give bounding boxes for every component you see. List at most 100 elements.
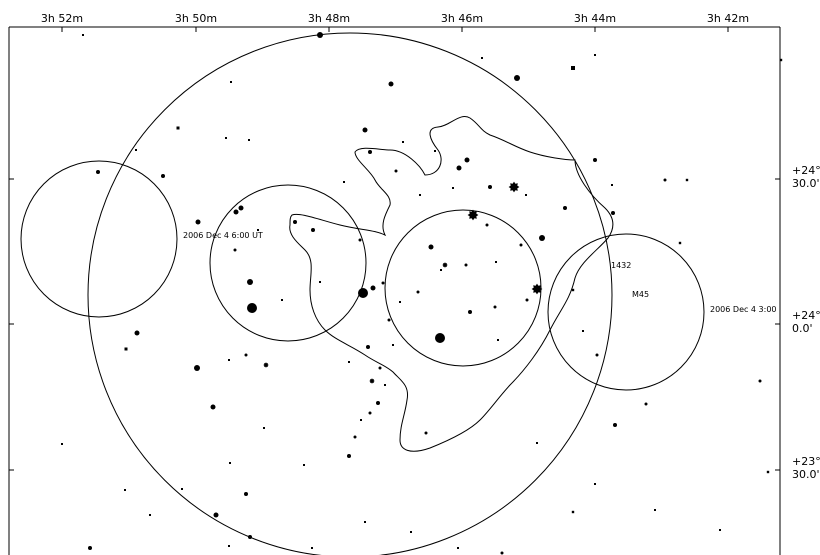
star bbox=[525, 194, 527, 196]
star bbox=[468, 210, 479, 221]
star bbox=[360, 419, 362, 421]
star bbox=[572, 289, 574, 291]
star bbox=[425, 432, 428, 435]
star bbox=[494, 306, 497, 309]
star bbox=[388, 319, 391, 322]
star bbox=[245, 354, 248, 357]
star bbox=[410, 531, 412, 533]
ra-tick-label: 3h 48m bbox=[308, 12, 350, 25]
star bbox=[679, 242, 681, 244]
star bbox=[501, 552, 504, 555]
star bbox=[369, 378, 374, 383]
star bbox=[442, 262, 447, 267]
star bbox=[369, 412, 372, 415]
star bbox=[247, 303, 257, 313]
star bbox=[234, 210, 239, 215]
star bbox=[214, 513, 219, 518]
star bbox=[239, 206, 244, 211]
star bbox=[229, 462, 231, 464]
star bbox=[149, 514, 151, 516]
ra-tick-label: 3h 52m bbox=[41, 12, 83, 25]
star bbox=[399, 301, 401, 303]
star bbox=[582, 330, 584, 332]
time-label-3ut: 2006 Dec 4 3:00 bbox=[710, 305, 777, 314]
dec-tick-label: 0.0' bbox=[792, 322, 813, 335]
star bbox=[520, 244, 523, 247]
star bbox=[571, 66, 575, 70]
star bbox=[434, 150, 436, 152]
star bbox=[457, 547, 459, 549]
ra-tick-label: 3h 46m bbox=[441, 12, 483, 25]
star bbox=[225, 137, 227, 139]
moon-circle-3ut bbox=[548, 234, 704, 390]
star bbox=[263, 362, 268, 367]
star bbox=[429, 245, 434, 250]
star bbox=[376, 401, 380, 405]
star bbox=[228, 545, 230, 547]
star bbox=[359, 239, 362, 242]
star bbox=[125, 348, 128, 351]
star bbox=[281, 299, 283, 301]
star bbox=[366, 345, 370, 349]
star-number-label: 1432 bbox=[611, 261, 631, 270]
star bbox=[135, 149, 137, 151]
star bbox=[596, 354, 599, 357]
star bbox=[509, 182, 520, 193]
star bbox=[364, 521, 366, 523]
ra-tick-label: 3h 50m bbox=[175, 12, 217, 25]
star bbox=[435, 333, 445, 343]
star bbox=[593, 158, 597, 162]
star bbox=[539, 235, 545, 241]
star bbox=[354, 436, 357, 439]
ra-axis: 3h 52m 3h 50m 3h 48m 3h 46m 3h 44m 3h 42… bbox=[41, 12, 749, 32]
star bbox=[363, 128, 368, 133]
star bbox=[382, 282, 385, 285]
star bbox=[88, 546, 92, 550]
star bbox=[347, 454, 351, 458]
star bbox=[82, 34, 84, 36]
star bbox=[536, 442, 538, 444]
star bbox=[161, 174, 165, 178]
star bbox=[780, 59, 782, 61]
star bbox=[96, 170, 100, 174]
star bbox=[497, 339, 499, 341]
star bbox=[196, 220, 201, 225]
star bbox=[303, 464, 305, 466]
star bbox=[645, 403, 648, 406]
star bbox=[194, 365, 200, 371]
moon-circle-6ut bbox=[210, 185, 366, 341]
star bbox=[311, 547, 313, 549]
nebula-contour bbox=[290, 117, 613, 452]
star bbox=[452, 187, 454, 189]
ra-tick-label: 3h 44m bbox=[574, 12, 616, 25]
star bbox=[135, 331, 140, 336]
star bbox=[248, 139, 250, 141]
star bbox=[759, 380, 762, 383]
star bbox=[457, 166, 462, 171]
star bbox=[358, 288, 368, 298]
star bbox=[293, 220, 297, 224]
star bbox=[317, 32, 323, 38]
star bbox=[594, 483, 596, 485]
dec-tick-label: +24° bbox=[792, 309, 820, 322]
moon-circle-left bbox=[21, 161, 177, 317]
star bbox=[572, 511, 574, 513]
star bbox=[319, 281, 321, 283]
star bbox=[465, 264, 468, 267]
star bbox=[244, 492, 248, 496]
star bbox=[594, 54, 596, 56]
star bbox=[177, 127, 180, 130]
ra-tick-label: 3h 42m bbox=[707, 12, 749, 25]
star bbox=[368, 150, 372, 154]
star bbox=[234, 249, 237, 252]
star bbox=[613, 423, 617, 427]
star bbox=[384, 384, 386, 386]
dec-tick-label: 30.0' bbox=[792, 468, 820, 481]
star bbox=[61, 443, 63, 445]
star bbox=[563, 206, 567, 210]
star bbox=[686, 179, 688, 181]
star bbox=[719, 529, 721, 531]
star bbox=[481, 57, 483, 59]
star bbox=[248, 535, 252, 539]
star bbox=[526, 299, 529, 302]
